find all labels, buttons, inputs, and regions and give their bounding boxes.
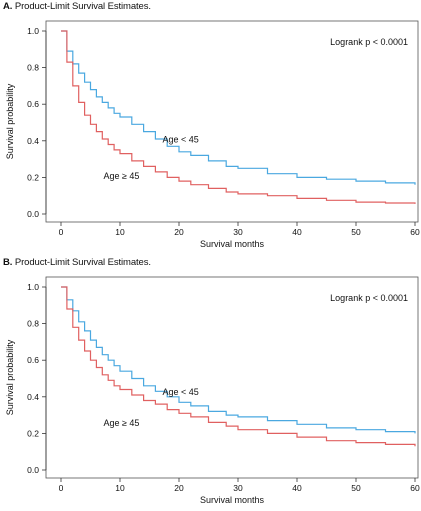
x-tick-label: 20 [174, 227, 184, 237]
panel-label-b: B. [3, 257, 13, 268]
survival-plot-b: 0.0 0.2 0.4 0.6 0.8 1.0 0 10 20 30 40 50 60 Survival … [5, 276, 420, 505]
series-label-age-under-45: Age < 45 [162, 135, 198, 145]
series-label-age-under-45: Age < 45 [162, 387, 198, 397]
chart-title-b: B. Product-Limit Survival Estimates. [3, 257, 151, 268]
x-tick-label: 20 [174, 483, 184, 493]
x-tick-label: 60 [410, 483, 420, 493]
x-tick-label: 10 [115, 483, 125, 493]
x-tick-label: 0 [59, 483, 64, 493]
x-tick-label: 30 [233, 483, 243, 493]
y-axis-label: Survival probability [5, 83, 15, 159]
survival-plot-a: 0.0 0.2 0.4 0.6 0.8 1.0 0 10 20 30 40 50 60 Survival … [5, 20, 420, 249]
x-tick-label: 30 [233, 227, 243, 237]
y-tick-label: 0.6 [27, 355, 39, 365]
x-tick-label: 40 [292, 483, 302, 493]
x-tick-label: 10 [115, 227, 125, 237]
x-tick-label: 50 [351, 483, 361, 493]
survival-chart-panel-a: A. Product-Limit Survival Estimates. 0.0… [0, 0, 421, 255]
y-tick-label: 0.4 [27, 136, 39, 146]
y-tick-label: 1.0 [27, 282, 39, 292]
panel-label-a: A. [3, 1, 13, 12]
logrank-annotation: Logrank p < 0.0001 [330, 293, 408, 303]
logrank-annotation: Logrank p < 0.0001 [330, 37, 408, 47]
chart-title-text-b: Product-Limit Survival Estimates. [14, 257, 151, 268]
x-tick-label: 0 [59, 227, 64, 237]
x-tick-label: 60 [410, 227, 420, 237]
chart-title-a: A. Product-Limit Survival Estimates. [3, 1, 151, 12]
survival-chart-panel-b: B. Product-Limit Survival Estimates. 0.0… [0, 256, 421, 511]
y-tick-label: 0.6 [27, 99, 39, 109]
y-tick-label: 0.4 [27, 392, 39, 402]
y-tick-label: 1.0 [27, 26, 39, 36]
x-axis-label: Survival months [200, 495, 265, 505]
y-tick-label: 0.8 [27, 319, 39, 329]
survival-curve-age-45-plus [61, 30, 416, 204]
survival-curve-age-under-45 [61, 286, 416, 434]
series-label-age-45-plus: Age ≥ 45 [103, 418, 139, 428]
x-tick-label: 40 [292, 227, 302, 237]
y-tick-label: 0.2 [27, 428, 39, 438]
y-axis-label: Survival probability [5, 339, 15, 415]
y-tick-label: 0.2 [27, 172, 39, 182]
plot-frame [45, 276, 419, 479]
x-axis-label: Survival months [200, 239, 265, 249]
series-label-age-45-plus: Age ≥ 45 [103, 171, 139, 181]
y-tick-label: 0.0 [27, 465, 39, 475]
survival-curve-age-45-plus [61, 286, 416, 447]
survival-curve-age-under-45 [61, 30, 416, 185]
chart-title-text-a: Product-Limit Survival Estimates. [14, 1, 151, 12]
y-tick-label: 0.0 [27, 209, 39, 219]
y-tick-label: 0.8 [27, 63, 39, 73]
x-tick-label: 50 [351, 227, 361, 237]
